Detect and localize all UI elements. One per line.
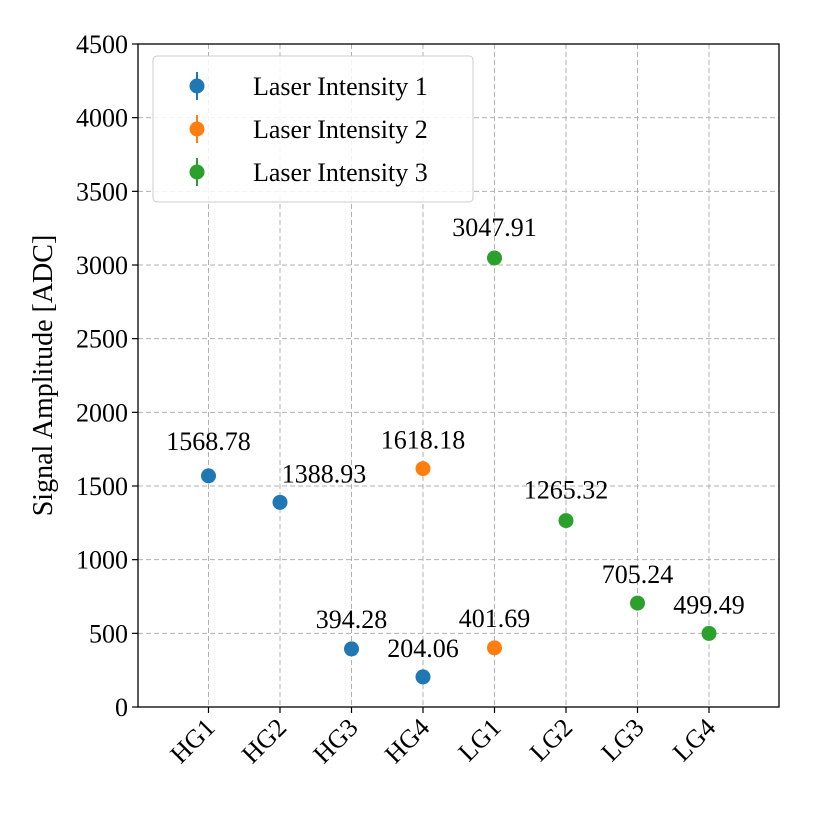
legend-marker — [189, 121, 205, 137]
y-tick-label: 1000 — [76, 546, 128, 575]
data-label: 705.24 — [602, 560, 674, 589]
x-tick-label: HG2 — [236, 713, 292, 769]
data-point — [415, 461, 431, 477]
data-label: 204.06 — [387, 634, 459, 663]
y-tick-label: 3500 — [76, 177, 128, 206]
legend: Laser Intensity 1 Laser Intensity 2 Laser … — [152, 55, 474, 203]
y-tick-label: 3000 — [76, 251, 128, 280]
data-point — [487, 250, 502, 266]
data-label: 401.69 — [459, 604, 531, 633]
legend-box — [152, 55, 474, 203]
legend-marker — [189, 164, 205, 180]
data-label: 1568.78 — [166, 427, 251, 456]
data-point — [630, 595, 645, 611]
y-tick-label: 4000 — [76, 104, 128, 133]
data-label: 394.28 — [316, 605, 388, 634]
x-tick-label: LG3 — [596, 713, 650, 767]
x-axis-ticks: HG1 HG2 HG3 HG4 LG1 LG2 LG3 LG4 — [164, 707, 721, 769]
legend-label: Laser Intensity 3 — [253, 158, 428, 187]
plot-frame — [137, 43, 780, 708]
data-point — [487, 640, 502, 656]
x-tick-label: LG2 — [524, 713, 578, 767]
data-label: 3047.91 — [452, 213, 537, 242]
x-tick-label: HG4 — [379, 713, 435, 769]
legend-label: Laser Intensity 1 — [253, 72, 428, 101]
data-points — [201, 250, 717, 685]
data-label: 1618.18 — [381, 426, 466, 455]
data-point — [701, 625, 717, 641]
x-tick-label: LG1 — [453, 713, 507, 767]
data-label: 1388.93 — [282, 459, 367, 488]
x-tick-label: HG3 — [307, 713, 363, 769]
y-axis-ticks: 0 500 1000 1500 2000 2500 3000 3500 4000 4500 — [76, 30, 138, 722]
data-label: 1265.32 — [524, 476, 609, 505]
y-tick-label: 500 — [89, 619, 128, 648]
data-point — [415, 669, 431, 685]
y-tick-label: 0 — [115, 693, 128, 722]
legend-label: Laser Intensity 2 — [253, 115, 428, 144]
x-tick-label: HG1 — [164, 713, 220, 769]
data-label: 499.49 — [673, 590, 745, 619]
data-point — [272, 494, 288, 510]
x-tick-label: LG4 — [667, 713, 721, 767]
data-point — [558, 513, 574, 529]
y-tick-label: 4500 — [76, 30, 128, 59]
data-point — [201, 468, 216, 484]
y-tick-label: 2500 — [76, 325, 128, 354]
legend-marker — [189, 78, 205, 94]
y-tick-label: 2000 — [76, 398, 128, 427]
y-axis-label: Signal Amplitude [ADC] — [28, 235, 59, 517]
data-point — [344, 641, 359, 657]
y-tick-label: 1500 — [76, 472, 128, 501]
